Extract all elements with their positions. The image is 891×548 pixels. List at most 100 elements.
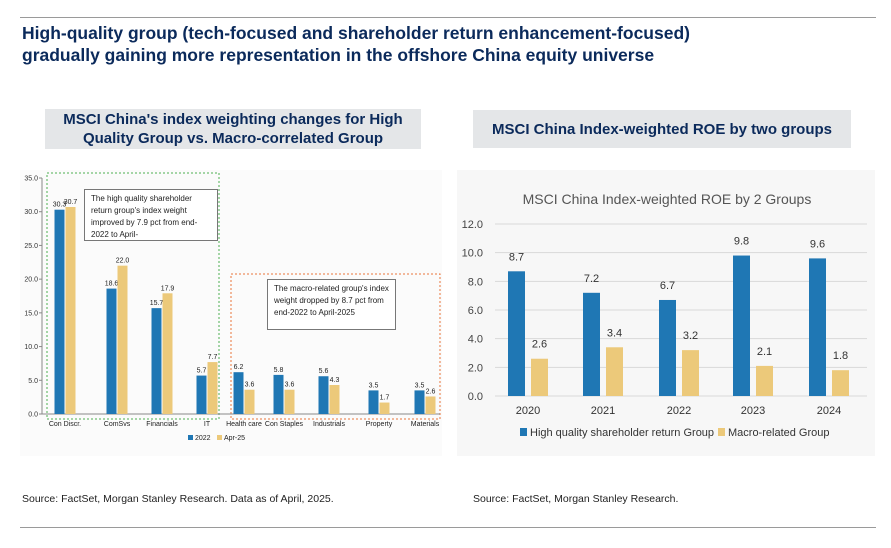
x-tick-label: 2023	[741, 405, 765, 417]
headline-line-1: High-quality group (tech-focused and sha…	[22, 23, 690, 43]
bar-macro	[832, 370, 849, 396]
data-label: 9.8	[734, 236, 749, 248]
y-tick-label: 4.0	[468, 334, 483, 346]
bar-high-quality	[659, 299, 676, 396]
legend-label-high-quality: High quality shareholder return Group	[530, 427, 714, 439]
y-tick-label: 6.0	[468, 305, 483, 317]
data-label: 3.2	[683, 330, 698, 342]
y-tick-label: 0.0	[468, 391, 483, 403]
index-weighting-chart: 0.0 5.0 10.0 15.0 20.0 25.0 30.0 35.0 30.330.7 Co…	[24, 172, 441, 442]
data-label: 7.7	[208, 354, 218, 361]
x-tick-label: IT	[204, 421, 211, 428]
bar-y2022	[414, 390, 425, 414]
data-label: 15.7	[150, 300, 164, 307]
y-tick-label: 12.0	[462, 219, 483, 231]
bar-macro	[682, 350, 699, 396]
bar-y2022	[318, 376, 329, 414]
bar-y2022	[233, 372, 244, 414]
bar-macro	[606, 347, 623, 396]
data-label: 3.5	[369, 382, 379, 389]
left-source-note: Source: FactSet, Morgan Stanley Research…	[22, 493, 334, 505]
y-tick-label: 10.0	[462, 248, 483, 260]
x-tick-label: Industrials	[313, 421, 345, 428]
data-label: 2.6	[532, 339, 547, 351]
data-label: 5.8	[274, 367, 284, 374]
bar-apr25	[244, 389, 255, 414]
data-label: 3.6	[285, 382, 295, 389]
data-label: 2.6	[426, 388, 436, 395]
data-label: 4.3	[330, 377, 340, 384]
bar-macro	[756, 365, 773, 396]
y-tick-label: 20.0	[24, 277, 38, 284]
left-chart-panel: 0.0 5.0 10.0 15.0 20.0 25.0 30.0 35.0 30.3 30.7 Co…	[20, 170, 442, 456]
left-panel-title: MSCI China's index weighting changes for…	[45, 109, 421, 149]
roe-chart: MSCI China Index-weighted ROE by 2 Group…	[462, 191, 867, 439]
left-panel-title-line-2: Quality Group vs. Macro-correlated Group	[82, 130, 384, 147]
legend-swatch-apr25	[217, 435, 222, 440]
right-panel-title: MSCI China Index-weighted ROE by two gro…	[473, 110, 851, 148]
y-tick-label: 5.0	[28, 378, 38, 385]
data-label: 6.2	[234, 364, 244, 371]
bar-high-quality	[733, 255, 750, 396]
bar-apr25	[162, 293, 173, 414]
top-rule	[20, 17, 876, 18]
data-label: 8.7	[509, 251, 524, 263]
x-tick-label: Con Staples	[265, 421, 304, 428]
y-tick-label: 25.0	[24, 243, 38, 250]
y-tick-label: 8.0	[468, 276, 483, 288]
bar-apr25	[284, 389, 295, 414]
data-label: 1.7	[380, 395, 390, 402]
data-label: 18.6	[105, 281, 119, 288]
left-panel-title-line-1: MSCI China's index weighting changes for…	[63, 111, 403, 128]
right-source-note: Source: FactSet, Morgan Stanley Research…	[473, 493, 679, 505]
data-label: 6.7	[660, 280, 675, 292]
macro-group-outline	[230, 273, 441, 420]
data-label: 7.2	[584, 273, 599, 285]
bar-high-quality	[583, 292, 600, 396]
legend-swatch-2022	[188, 435, 193, 440]
headline-line-2: gradually gaining more representation in…	[22, 45, 655, 65]
y-tick-label: 35.0	[24, 176, 38, 183]
bar-high-quality	[809, 258, 826, 396]
data-label: 3.5	[415, 382, 425, 389]
data-label: 5.7	[197, 368, 207, 375]
y-tick-label: 15.0	[24, 310, 38, 317]
y-tick-label: 0.0	[28, 412, 38, 419]
legend-label-2022: 2022	[195, 435, 211, 442]
x-tick-label: Materials	[411, 421, 440, 428]
bar-y2022	[106, 288, 117, 414]
y-tick-label: 10.0	[24, 344, 38, 351]
data-label: 9.6	[810, 238, 825, 250]
page-headline: High-quality group (tech-focused and sha…	[22, 22, 862, 66]
data-label: 30.7	[64, 199, 78, 206]
bar-y2022	[368, 390, 379, 414]
right-chart-panel: MSCI China Index-weighted ROE by 2 Group…	[457, 170, 875, 456]
data-label: 30.3	[53, 202, 67, 209]
x-tick-label: Property	[366, 421, 393, 428]
data-label: 1.8	[833, 350, 848, 362]
x-tick-label: 2024	[817, 405, 841, 417]
bar-y2022	[54, 209, 65, 414]
legend-swatch-high-quality	[520, 428, 527, 436]
y-tick-label: 2.0	[468, 362, 483, 374]
bar-apr25	[65, 206, 76, 414]
x-tick-label: 2022	[667, 405, 691, 417]
data-label: 5.6	[319, 368, 329, 375]
legend-swatch-macro	[718, 428, 725, 436]
data-label: 22.0	[116, 258, 130, 265]
x-tick-label: Con Discr.	[49, 421, 81, 428]
data-label: 2.1	[757, 346, 772, 358]
bar-apr25	[379, 402, 390, 414]
bar-y2022	[273, 374, 284, 414]
bar-high-quality	[508, 271, 525, 396]
data-label: 17.9	[161, 285, 175, 292]
legend-label-apr25: Apr-25	[224, 435, 245, 442]
bar-apr25	[329, 385, 340, 414]
high-quality-group-outline	[46, 172, 220, 420]
bar-macro	[531, 358, 548, 396]
bar-y2022	[151, 308, 162, 414]
legend-label-macro: Macro-related Group	[728, 427, 830, 439]
bottom-rule	[20, 527, 876, 528]
bar-apr25	[425, 396, 436, 414]
x-tick-label: 2020	[516, 405, 540, 417]
